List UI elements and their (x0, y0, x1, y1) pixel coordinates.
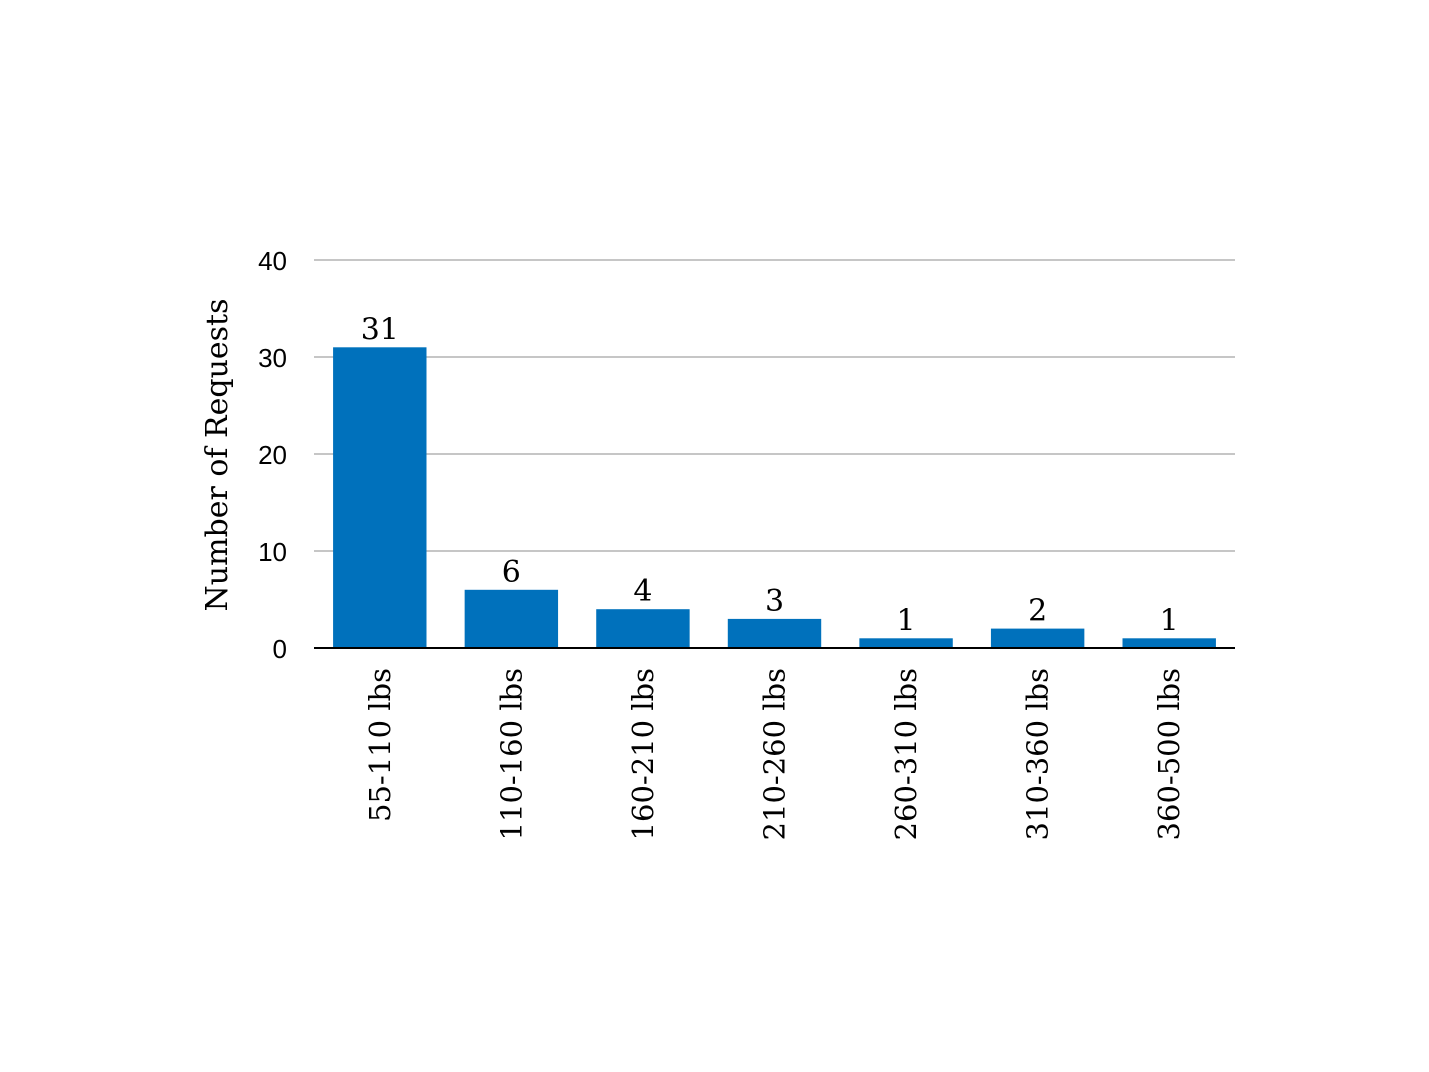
bar (859, 638, 953, 648)
data-label: 2 (1028, 594, 1047, 629)
bar (333, 347, 427, 648)
bar (990, 628, 1085, 648)
bar (596, 609, 690, 648)
y-tick-label: 0 (273, 634, 287, 664)
x-tick-label: 210-260 lbs (758, 668, 792, 840)
x-tick-label: 160-210 lbs (626, 668, 660, 840)
x-tick-label: 360-500 lbs (1152, 668, 1186, 840)
x-tick-labels: 55-110 lbs 110-160 lbs 160-210 lbs 210-260 … (363, 668, 1186, 840)
bar (1122, 638, 1216, 648)
y-tick-label: 40 (258, 246, 287, 276)
bar (727, 618, 822, 648)
x-tick-label: 310-360 lbs (1021, 668, 1055, 840)
y-tick-label: 30 (258, 343, 287, 373)
gridlines (314, 259, 1235, 552)
data-label: 31 (361, 312, 399, 347)
y-tick-label: 20 (258, 440, 287, 470)
x-tick-label: 110-160 lbs (494, 668, 528, 840)
data-label: 1 (1160, 603, 1179, 638)
data-label: 4 (633, 574, 652, 609)
y-tick-label: 10 (258, 537, 287, 567)
x-tick-label: 55-110 lbs (363, 668, 397, 822)
data-label: 6 (502, 555, 521, 590)
data-label: 1 (897, 603, 916, 638)
y-tick-labels: 0 10 20 30 40 (258, 246, 287, 664)
bar (464, 589, 559, 648)
y-axis-label: Number of Requests (200, 298, 235, 611)
x-tick-label: 260-310 lbs (889, 668, 923, 840)
data-label: 3 (765, 584, 784, 619)
bars (333, 347, 1216, 648)
